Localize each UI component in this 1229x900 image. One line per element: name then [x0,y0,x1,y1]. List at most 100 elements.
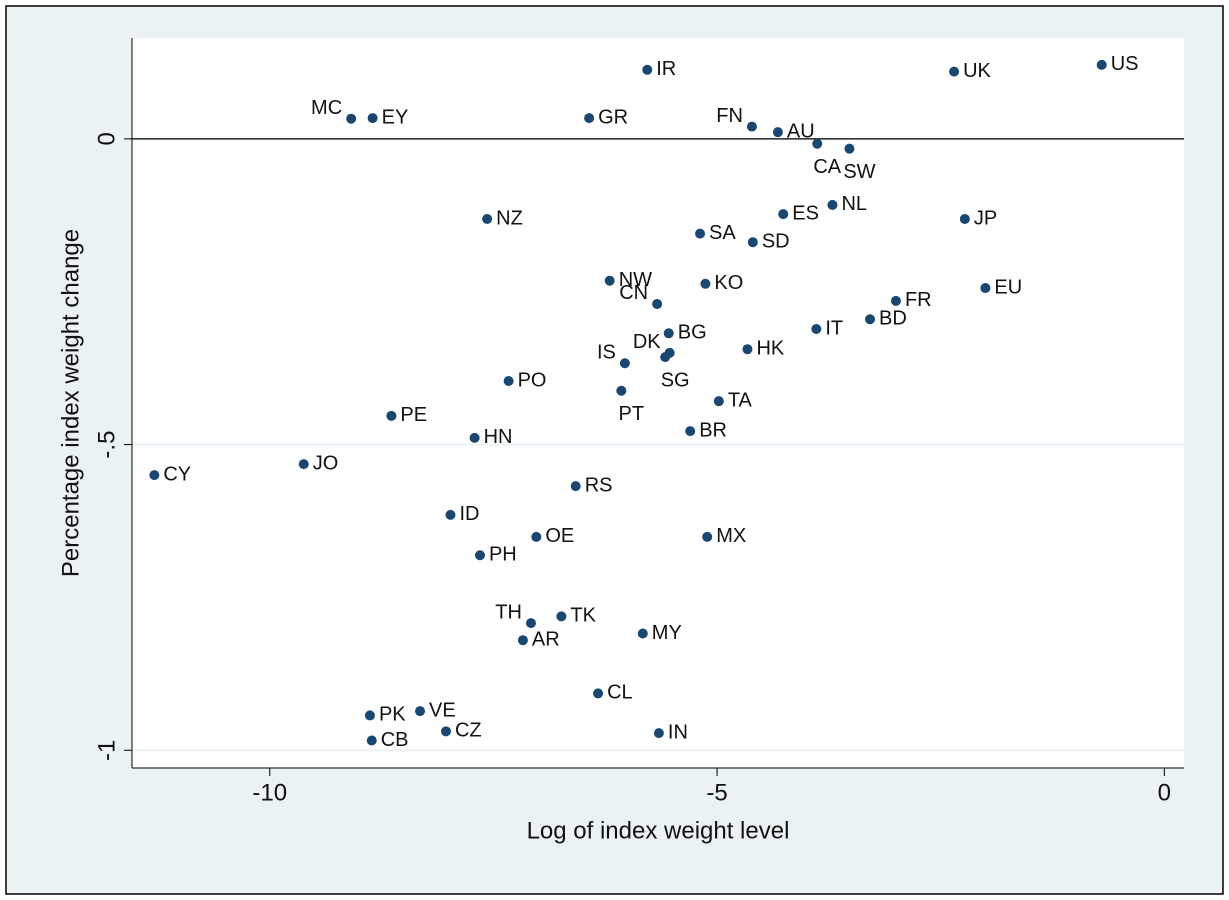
point-label: PE [400,404,427,426]
point-label: SD [762,230,790,252]
point-label: CZ [455,720,482,742]
point [1096,59,1107,70]
point [619,358,630,369]
point [556,611,567,622]
point-label: CY [163,463,191,485]
point-label: UK [963,60,991,82]
point-label: ES [792,202,819,224]
point-label: EY [382,106,409,128]
point-label: HK [756,337,784,359]
point [685,426,696,437]
point-label: FR [905,289,932,311]
point [865,314,876,325]
y-tick-label: -1 [93,740,120,761]
plot-area [132,38,1184,768]
point [812,138,823,149]
point-label: AR [532,629,560,651]
point-label: JO [313,452,339,474]
point-label: SA [709,222,736,244]
point-label: US [1111,53,1139,75]
point [772,127,783,138]
point [570,481,581,492]
x-tick-label: 0 [1158,779,1171,806]
point [584,113,595,124]
point [742,344,753,355]
point-label: TK [570,605,596,627]
point [637,628,648,639]
point-label: CL [607,682,633,704]
point [663,328,674,339]
point [844,143,855,154]
point [364,710,375,721]
point [149,470,160,481]
point-label: GR [598,106,628,128]
point-label: CA [813,156,841,178]
point [959,213,970,224]
point-label: ID [459,503,479,525]
point [700,278,711,289]
x-tick-label: -10 [252,779,287,806]
point-label: MX [716,525,746,547]
point [440,726,451,737]
point-label: PO [518,369,547,391]
point [652,298,663,309]
x-tick-label: -5 [706,779,727,806]
point-label: CB [381,729,409,751]
point [695,228,706,239]
point-label: PK [379,704,406,726]
point-label: MC [311,97,342,119]
point-label: RS [585,474,613,496]
point-label: SG [661,369,690,391]
point [593,688,604,699]
y-axis-label: Percentage index weight change [57,229,84,577]
point [445,509,456,520]
point [660,352,671,363]
point [386,410,397,421]
point [415,706,426,717]
point [827,199,838,210]
point-label: KO [714,272,743,294]
point [604,275,615,286]
point [298,459,309,470]
point-label: NL [841,193,867,215]
point [482,213,493,224]
point-label: OE [545,525,574,547]
point-label: JP [974,207,997,229]
point [702,531,713,542]
point-label: SW [843,161,875,183]
point [746,121,757,132]
x-axis-label: Log of index weight level [527,817,790,844]
point [890,295,901,306]
point-label: IT [825,317,843,339]
point-label: PT [619,403,645,425]
point [346,113,357,124]
point [811,324,822,335]
point-label: HN [484,426,513,448]
point [474,550,485,561]
point-label: AU [787,120,815,142]
point-label: BR [699,419,727,441]
point-label: BG [678,322,707,344]
point-label: IS [597,342,616,364]
point [517,635,528,646]
point-label: IN [668,721,688,743]
y-tick-label: -.5 [93,431,120,459]
point-label: TH [495,601,522,623]
point [367,113,378,124]
point [469,432,480,443]
point [653,728,664,739]
point [980,283,991,294]
point-label: FN [716,105,743,127]
point-label: CN [619,282,648,304]
y-tick-label: 0 [93,132,120,145]
point-label: NW [619,269,652,291]
point-label: NZ [496,207,523,229]
point [778,209,789,220]
point [531,531,542,542]
point [713,396,724,407]
point-label: TA [728,389,753,411]
point [525,618,536,629]
point [949,66,960,77]
point-label: MY [652,622,682,644]
